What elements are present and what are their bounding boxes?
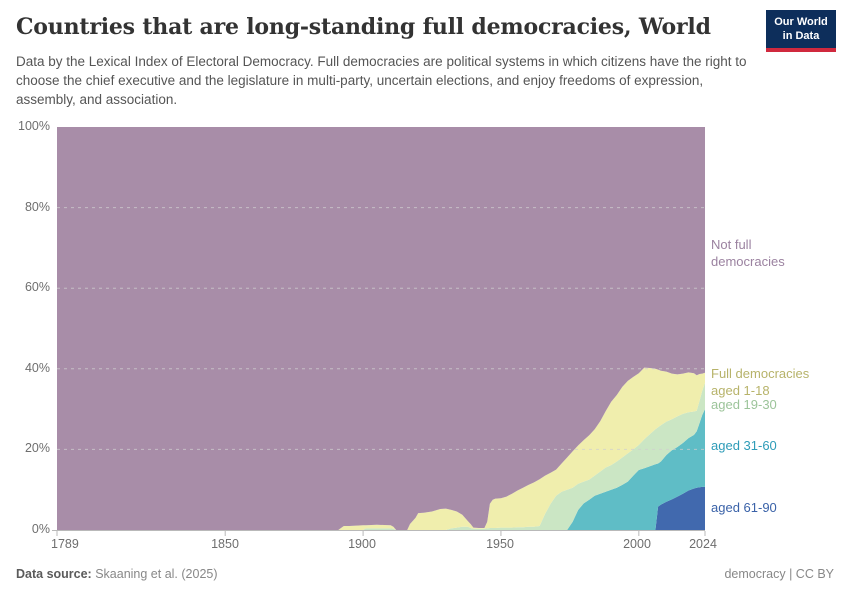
y-tick-100: 100% — [18, 119, 50, 133]
license-link[interactable]: democracy | CC BY — [724, 567, 834, 581]
chart-footer: Data source: Skaaning et al. (2025) demo… — [0, 567, 850, 581]
y-tick-40: 40% — [24, 361, 50, 375]
owid-logo-line2: in Data — [782, 30, 820, 43]
series-label-aged-1-18[interactable]: Full democracies aged 1-18 — [711, 366, 810, 398]
y-tick-80: 80% — [24, 200, 50, 214]
x-tick-1900: 1900 — [348, 537, 376, 551]
series-label-aged-19-30[interactable]: aged 19-30 — [711, 397, 777, 412]
x-tick-1789: 1789 — [51, 537, 79, 551]
area-aged-31-60[interactable] — [57, 409, 705, 530]
x-tick-1950: 1950 — [486, 537, 514, 551]
data-source-label: Data source: — [16, 567, 92, 581]
x-tick-1850: 1850 — [211, 537, 239, 551]
owid-logo[interactable]: Our World in Data — [766, 10, 836, 52]
x-tick-2000: 2000 — [623, 537, 651, 551]
data-source: Data source: Skaaning et al. (2025) — [16, 567, 218, 581]
series-label-aged-61-90[interactable]: aged 61-90 — [711, 500, 777, 515]
area-aged-1-18[interactable] — [57, 367, 705, 530]
y-tick-0: 0% — [31, 522, 50, 536]
owid-logo-red-bar — [766, 47, 836, 52]
series-label-aged-31-60[interactable]: aged 31-60 — [711, 438, 777, 453]
page-title: Countries that are long-standing full de… — [16, 14, 711, 40]
series-label-not-full-democracies[interactable]: Not full democracies — [711, 237, 785, 269]
x-tick-2024: 2024 — [689, 537, 717, 551]
area-not-full-democracies[interactable] — [57, 127, 705, 530]
data-source-value: Skaaning et al. (2025) — [91, 567, 218, 581]
chart-subtitle: Data by the Lexical Index of Electoral D… — [16, 54, 747, 108]
owid-logo-line1: Our World — [774, 16, 828, 28]
y-tick-60: 60% — [24, 280, 50, 294]
y-tick-20: 20% — [24, 441, 50, 455]
